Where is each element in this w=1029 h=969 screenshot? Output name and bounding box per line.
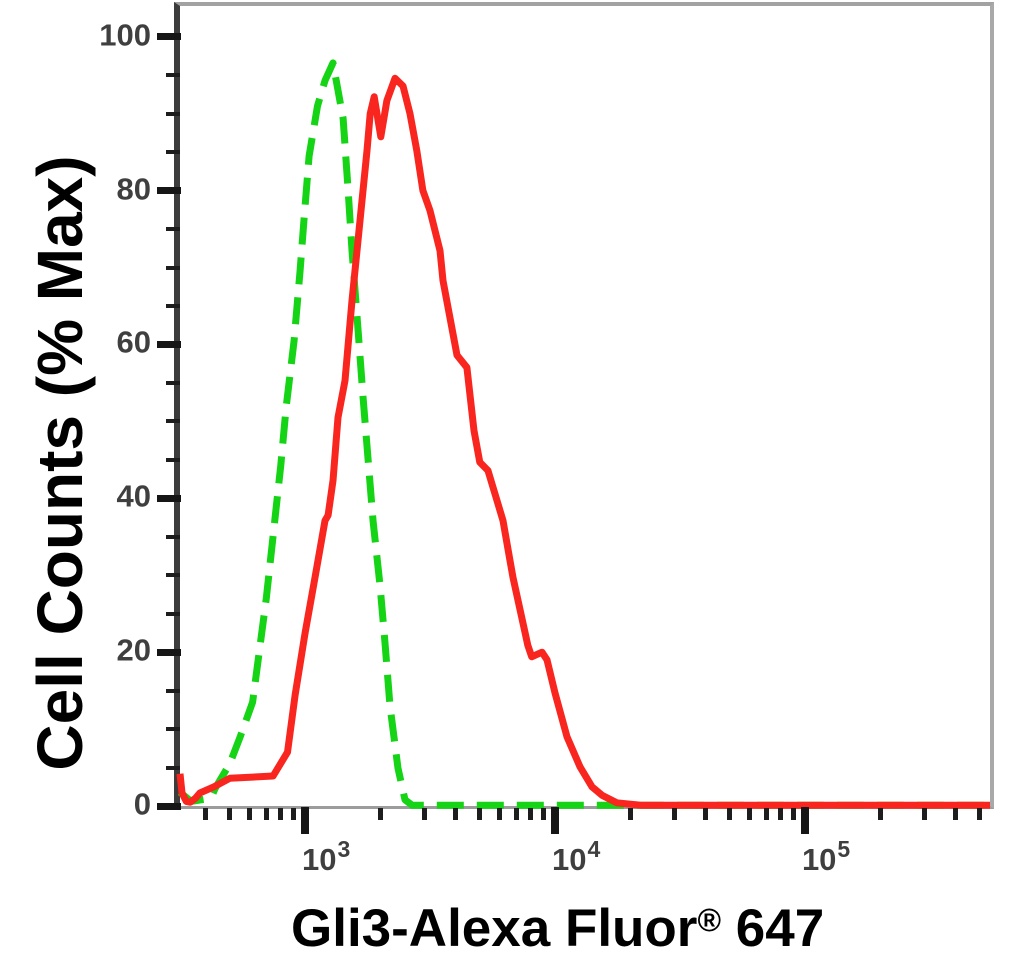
- y-axis-minor-tick: [166, 150, 180, 155]
- y-axis-minor-tick: [166, 457, 180, 462]
- y-axis-tick-label: 60: [116, 325, 151, 361]
- y-axis-minor-tick: [166, 304, 180, 308]
- y-axis-minor-tick: [166, 419, 180, 424]
- y-axis-minor-tick: [166, 727, 180, 732]
- x-axis-minor-tick: [702, 808, 708, 820]
- x-tick-exponent: 5: [837, 836, 851, 862]
- y-axis-minor-tick: [166, 265, 180, 270]
- x-axis-minor-tick: [541, 808, 547, 820]
- x-axis-minor-tick: [727, 808, 733, 820]
- x-axis-minor-tick: [278, 808, 284, 820]
- x-tick-base: 10: [552, 842, 587, 877]
- y-axis-major-tick: [157, 648, 181, 656]
- x-axis-minor-tick: [421, 808, 427, 820]
- x-axis-minor-tick: [671, 808, 677, 820]
- y-axis-minor-tick: [166, 765, 180, 770]
- x-axis-title: Gli3-Alexa Fluor® 647: [291, 901, 824, 957]
- curve-red-solid-gli3-af647: [176, 74, 990, 809]
- x-tick-exponent: 4: [587, 836, 601, 862]
- y-axis-minor-tick: [166, 380, 180, 385]
- x-axis-minor-tick: [477, 808, 483, 820]
- x-axis-minor-tick: [763, 808, 769, 820]
- y-axis-major-tick: [157, 33, 181, 41]
- curve-green-dashed-control: [177, 59, 990, 809]
- y-axis-minor-tick: [166, 534, 180, 539]
- histogram-curves: [176, 59, 990, 809]
- x-tick-base: 10: [801, 842, 837, 877]
- x-axis-minor-tick: [952, 808, 958, 820]
- x-axis-major-tick: [800, 807, 809, 834]
- plot-area: [174, 2, 994, 809]
- x-axis-minor-tick: [453, 808, 459, 820]
- x-axis-minor-tick: [528, 808, 534, 820]
- x-axis-minor-tick: [791, 808, 796, 820]
- x-axis-minor-tick: [746, 808, 752, 820]
- y-axis-minor-tick: [166, 73, 180, 78]
- x-axis-minor-tick: [977, 808, 983, 820]
- x-axis-major-tick: [551, 807, 559, 834]
- y-axis-tick-label: 40: [116, 478, 151, 514]
- x-axis-minor-tick: [291, 808, 297, 820]
- x-tick-exponent: 3: [337, 836, 351, 862]
- y-axis-tick-label: 100: [99, 17, 151, 53]
- y-axis-major-tick: [157, 187, 181, 195]
- x-axis-minor-tick: [627, 808, 633, 820]
- x-axis-minor-tick: [513, 808, 519, 820]
- y-axis-title: Cell Counts (% Max): [24, 155, 96, 771]
- x-axis-title-number: 647: [721, 899, 825, 958]
- x-axis-tick-label: 103: [302, 836, 350, 878]
- x-axis-minor-tick: [203, 808, 209, 820]
- x-axis-title-text: Gli3-Alexa Fluor: [291, 899, 698, 958]
- x-axis-minor-tick: [247, 808, 253, 820]
- y-axis-major-tick: [157, 802, 181, 810]
- x-axis-minor-tick: [921, 808, 927, 820]
- x-axis-tick-label: 105: [801, 836, 850, 878]
- x-axis-minor-tick: [227, 808, 233, 820]
- y-axis-tick-label: 0: [133, 786, 151, 822]
- x-axis-minor-tick: [497, 808, 503, 820]
- x-axis-major-tick: [301, 807, 310, 834]
- y-axis-tick-label: 80: [116, 171, 151, 207]
- y-axis-minor-tick: [166, 611, 180, 616]
- y-axis-major-tick: [157, 340, 181, 348]
- x-axis-tick-label: 104: [552, 836, 600, 878]
- y-axis-minor-tick: [166, 573, 180, 578]
- y-axis-major-tick: [157, 494, 181, 502]
- registered-trademark-symbol: ®: [697, 902, 722, 938]
- x-axis-minor-tick: [377, 808, 383, 820]
- y-axis-minor-tick: [166, 688, 180, 693]
- x-tick-base: 10: [302, 842, 337, 877]
- y-axis-tick-label: 20: [116, 632, 151, 668]
- y-axis-minor-tick: [166, 227, 180, 232]
- x-axis-minor-tick: [263, 808, 269, 820]
- x-axis-minor-tick: [778, 808, 784, 820]
- y-axis-minor-tick: [166, 111, 180, 116]
- x-axis-minor-tick: [877, 808, 883, 820]
